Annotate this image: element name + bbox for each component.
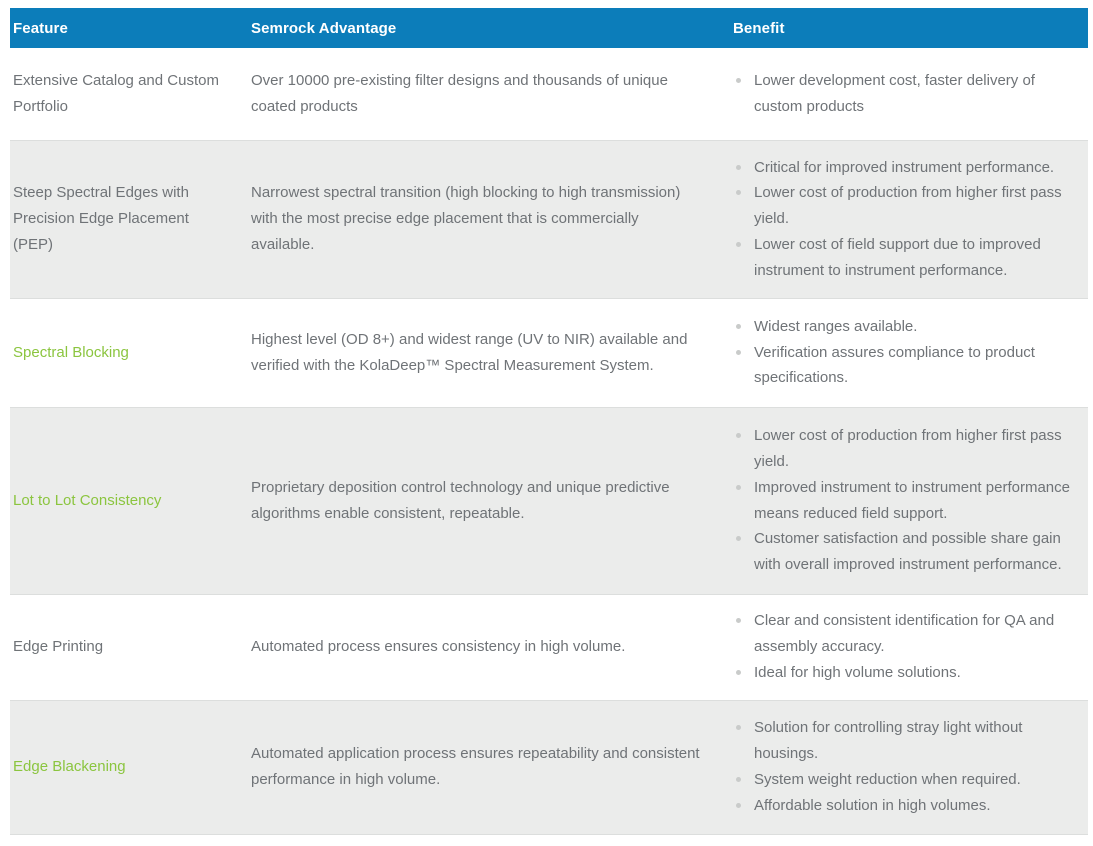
benefit-item: Customer satisfaction and possible share… bbox=[733, 526, 1080, 578]
advantage-cell: Automated application process ensures re… bbox=[251, 745, 700, 788]
benefit-list: Widest ranges available. Verification ass… bbox=[733, 314, 1080, 391]
benefit-item: Verification assures compliance to produ… bbox=[733, 340, 1080, 392]
benefit-item: Critical for improved instrument perform… bbox=[733, 155, 1080, 181]
feature-cell: Extensive Catalog and Custom Portfolio bbox=[13, 71, 219, 115]
table-row: Extensive Catalog and Custom Portfolio Ov… bbox=[10, 48, 1088, 140]
benefit-item: Ideal for high volume solutions. bbox=[733, 660, 1080, 686]
column-header-benefit: Benefit bbox=[721, 8, 1088, 48]
advantage-cell: Over 10000 pre-existing filter designs a… bbox=[251, 71, 668, 115]
benefit-cell: Clear and consistent identification for … bbox=[721, 594, 1088, 700]
advantage-cell: Narrowest spectral transition (high bloc… bbox=[251, 184, 681, 253]
table-row: Steep Spectral Edges with Precision Edge… bbox=[10, 140, 1088, 298]
table-row: Edge Printing Automated process ensures c… bbox=[10, 594, 1088, 700]
benefit-item: Widest ranges available. bbox=[733, 314, 1080, 340]
benefit-item: System weight reduction when required. bbox=[733, 767, 1080, 793]
benefit-item: Improved instrument to instrument perfor… bbox=[733, 475, 1080, 527]
table-header: Feature Semrock Advantage Benefit bbox=[10, 8, 1088, 48]
benefit-item: Affordable solution in high volumes. bbox=[733, 793, 1080, 819]
advantage-cell: Highest level (OD 8+) and widest range (… bbox=[251, 330, 688, 374]
feature-cell: Spectral Blocking bbox=[13, 343, 129, 361]
feature-cell: Edge Blackening bbox=[13, 758, 126, 776]
benefit-list: Lower cost of production from higher fir… bbox=[733, 423, 1080, 578]
benefit-item: Solution for controlling stray light wit… bbox=[733, 715, 1080, 767]
table-row: Lot to Lot Consistency Proprietary deposi… bbox=[10, 407, 1088, 594]
benefit-list: Solution for controlling stray light wit… bbox=[733, 715, 1080, 818]
feature-cell: Steep Spectral Edges with Precision Edge… bbox=[13, 184, 189, 253]
header-row: Feature Semrock Advantage Benefit bbox=[10, 8, 1088, 48]
advantage-cell: Automated process ensures consistency in… bbox=[251, 638, 626, 656]
benefit-item: Lower cost of production from higher fir… bbox=[733, 180, 1080, 232]
table-body: Extensive Catalog and Custom Portfolio Ov… bbox=[10, 48, 1088, 834]
benefit-cell: Widest ranges available. Verification ass… bbox=[721, 298, 1088, 407]
benefit-cell: Critical for improved instrument perform… bbox=[721, 140, 1088, 298]
column-header-feature: Feature bbox=[10, 8, 248, 48]
benefit-list: Critical for improved instrument perform… bbox=[733, 155, 1080, 284]
benefit-item: Lower cost of production from higher fir… bbox=[733, 423, 1080, 475]
benefit-cell: Lower development cost, faster delivery … bbox=[721, 48, 1088, 140]
benefit-cell: Lower cost of production from higher fir… bbox=[721, 407, 1088, 594]
benefit-list: Clear and consistent identification for … bbox=[733, 608, 1080, 685]
table-row: Spectral Blocking Highest level (OD 8+) a… bbox=[10, 298, 1088, 407]
feature-cell: Lot to Lot Consistency bbox=[13, 491, 162, 509]
benefit-item: Lower development cost, faster delivery … bbox=[733, 68, 1080, 120]
benefit-item: Clear and consistent identification for … bbox=[733, 608, 1080, 660]
table-row: Edge Blackening Automated application pro… bbox=[10, 700, 1088, 834]
comparison-table: Feature Semrock Advantage Benefit Extens… bbox=[10, 8, 1088, 835]
benefit-list: Lower development cost, faster delivery … bbox=[733, 68, 1080, 120]
benefit-item: Lower cost of field support due to impro… bbox=[733, 232, 1080, 284]
feature-cell: Edge Printing bbox=[13, 638, 104, 656]
column-header-semrock-advantage: Semrock Advantage bbox=[248, 8, 721, 48]
advantage-cell: Proprietary deposition control technolog… bbox=[251, 478, 670, 522]
benefit-cell: Solution for controlling stray light wit… bbox=[721, 700, 1088, 834]
